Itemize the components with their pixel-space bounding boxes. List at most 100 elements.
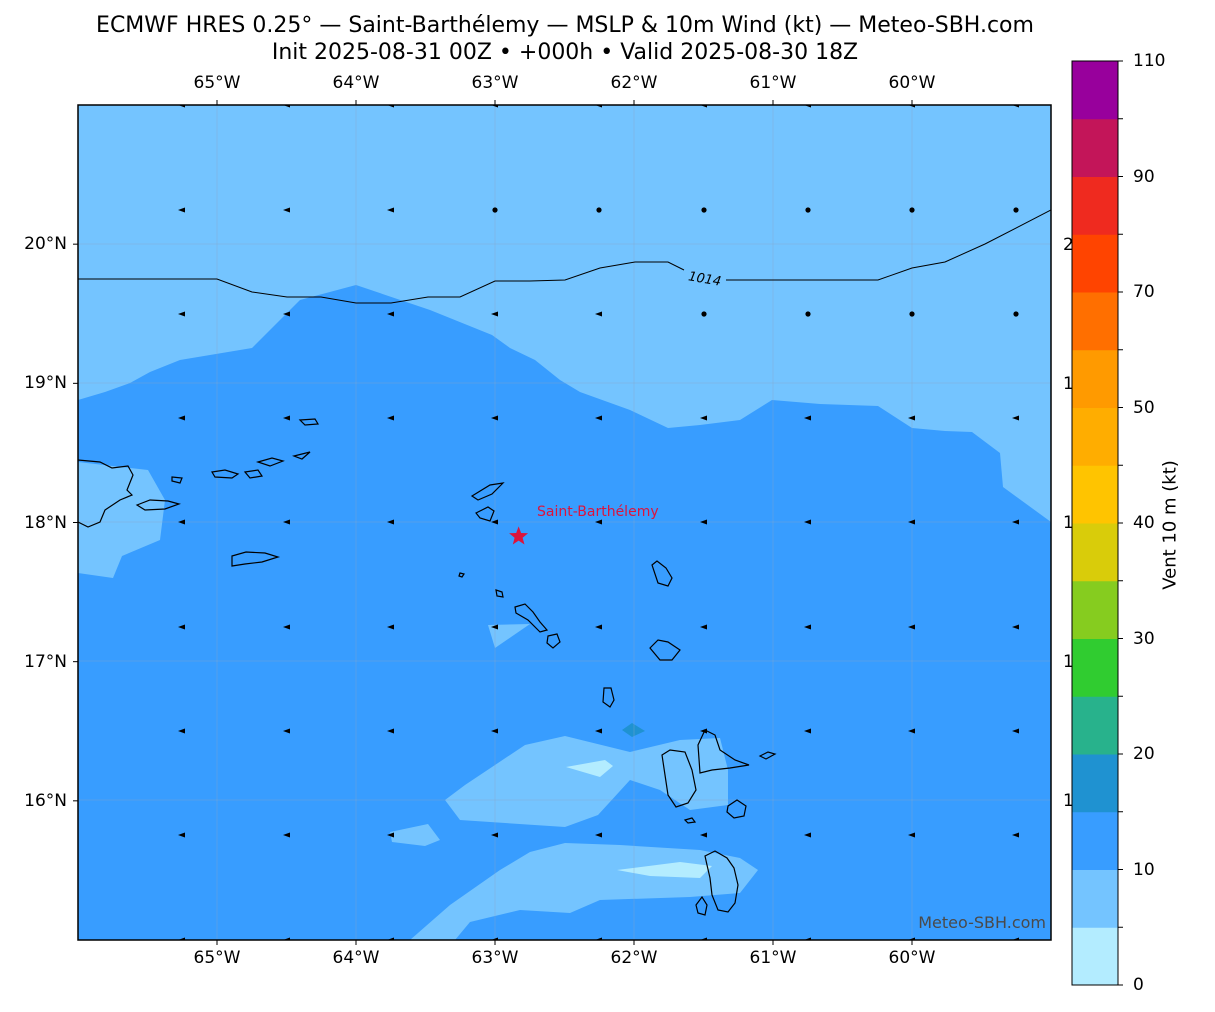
colorbar-band xyxy=(1072,349,1118,408)
svg-text:1: 1 xyxy=(1063,791,1074,811)
wind-barb xyxy=(805,207,811,213)
colorbar-tick-label: 30 xyxy=(1133,628,1155,649)
wind-barb xyxy=(908,624,915,630)
wind-barb xyxy=(283,728,290,734)
wind-field-5-10kt-montserrat xyxy=(488,624,530,648)
wind-barb xyxy=(491,832,498,838)
wind-barb xyxy=(283,415,290,421)
coast-puerto-rico xyxy=(78,459,134,528)
lon-label-top-1: 64°W xyxy=(332,73,380,93)
wind-barb xyxy=(387,207,394,213)
colorbar-band xyxy=(1072,234,1118,293)
lat-label-4: 16°N xyxy=(24,790,67,811)
wind-barb xyxy=(908,415,915,421)
coast-desirade xyxy=(758,751,777,760)
wind-barb xyxy=(1013,311,1019,317)
wind-barb xyxy=(1012,832,1019,838)
wind-barb xyxy=(283,311,290,317)
wind-barb xyxy=(283,519,290,525)
coast-virgin-gorda xyxy=(291,451,311,460)
wind-barb xyxy=(1013,207,1019,213)
wind-barb xyxy=(701,207,707,213)
colorbar-band xyxy=(1072,118,1118,177)
lon-label-top-2: 63°W xyxy=(471,73,519,93)
graticule xyxy=(78,105,1051,940)
wind-barb xyxy=(908,519,915,525)
wind-barb xyxy=(178,519,185,525)
wind-field-5-10kt-small xyxy=(390,824,440,846)
wind-barb xyxy=(387,415,394,421)
coast-guadeloupe-bt xyxy=(661,749,697,808)
wind-barb xyxy=(1012,519,1019,525)
map-title: ECMWF HRES 0.25° — Saint-Barthélemy — MS… xyxy=(96,13,1034,38)
wind-field-5-10kt-west xyxy=(78,462,165,578)
wind-barb xyxy=(1012,624,1019,630)
axis-ticks xyxy=(73,100,913,945)
coast-barbuda xyxy=(651,560,673,587)
wind-barb xyxy=(1012,415,1019,421)
colorbar-band xyxy=(1072,523,1118,582)
coast-montserrat xyxy=(602,687,615,708)
wind-barb xyxy=(178,415,185,421)
wind-barb xyxy=(283,624,290,630)
wind-barb xyxy=(700,832,707,838)
wind-barb xyxy=(491,519,498,525)
svg-text:1: 1 xyxy=(1063,513,1074,533)
lon-label-bottom-3: 62°W xyxy=(610,948,658,968)
coast-st-martin xyxy=(475,506,495,522)
watermark: Meteo-SBH.com xyxy=(918,913,1046,932)
colorbar-tick-label: 40 xyxy=(1133,513,1155,533)
coast-guadeloupe-gt xyxy=(697,729,750,774)
wind-barb xyxy=(595,728,602,734)
wind-field-0-5kt-guadeloupe xyxy=(566,760,613,777)
wind-barb xyxy=(804,728,811,734)
lon-label-top-4: 61°W xyxy=(749,73,797,93)
wind-barb xyxy=(701,311,707,317)
colorbar-band xyxy=(1072,580,1118,639)
coast-les-saintes xyxy=(683,817,697,824)
coast-dominica xyxy=(704,850,739,913)
wind-field-0-5kt-south xyxy=(617,862,712,878)
coast-st-john xyxy=(243,469,264,479)
lon-label-top-3: 62°W xyxy=(610,73,658,93)
wind-field-15-20kt-speck xyxy=(622,723,645,737)
wind-barb xyxy=(178,832,185,838)
wind-barb xyxy=(909,207,915,213)
wind-barb xyxy=(595,624,602,630)
lat-label-2: 18°N xyxy=(24,512,67,533)
wind-barb xyxy=(1012,728,1019,734)
colorbar-band xyxy=(1072,754,1118,813)
wind-barb xyxy=(700,415,707,421)
wind-barb xyxy=(595,311,602,317)
lon-label-bottom-2: 63°W xyxy=(471,948,519,968)
wind-barb xyxy=(492,207,498,213)
wind-barb xyxy=(805,311,811,317)
lon-label-bottom-0: 65°W xyxy=(193,948,241,968)
colorbar-band xyxy=(1072,292,1118,351)
coast-st-croix xyxy=(231,551,281,567)
wind-barb xyxy=(804,832,811,838)
wind-barb xyxy=(387,832,394,838)
wind-barb xyxy=(596,207,602,213)
wind-barb xyxy=(491,728,498,734)
wind-barb xyxy=(283,207,290,213)
coast-vieques xyxy=(135,499,181,511)
marker-label: Saint-Barthélemy xyxy=(537,504,659,520)
wind-barb xyxy=(491,311,498,317)
coast-martinique xyxy=(695,895,708,916)
colorbar-tick-label: 20 xyxy=(1133,744,1155,764)
colorbar-band xyxy=(1072,61,1118,120)
isobar-label: 1014 xyxy=(687,269,722,290)
coast-anegada xyxy=(298,418,320,426)
colorbar-tick-label: 0 xyxy=(1133,975,1144,995)
wind-barb xyxy=(700,624,707,630)
wind-field-5-10kt-guadeloupe xyxy=(445,736,728,827)
wind-barb xyxy=(595,519,602,525)
wind-barb xyxy=(595,415,602,421)
lon-label-bottom-5: 60°W xyxy=(888,948,936,968)
wind-barb xyxy=(491,624,498,630)
wind-barb xyxy=(178,311,185,317)
wind-barb xyxy=(178,207,185,213)
